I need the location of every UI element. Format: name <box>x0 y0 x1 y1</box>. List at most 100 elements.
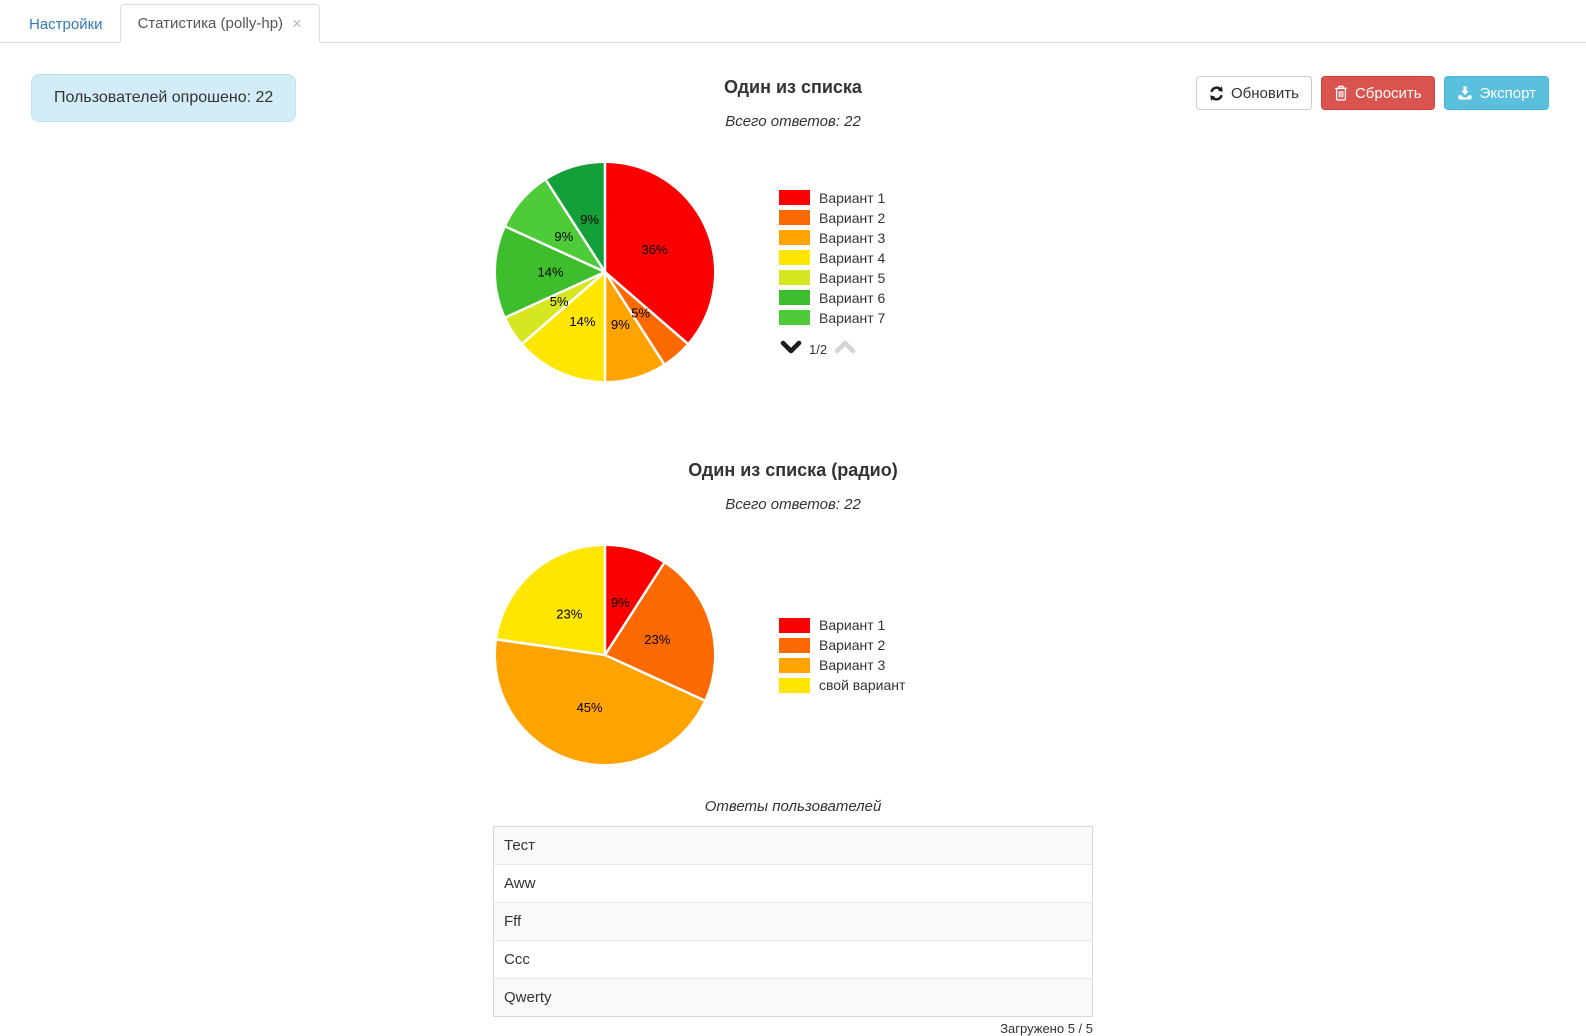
export-button[interactable]: Экспорт <box>1443 76 1549 110</box>
pie-slice-label: 23% <box>644 632 670 647</box>
legend-label: Вариант 3 <box>819 657 886 673</box>
legend-label: Вариант 3 <box>819 229 886 246</box>
legend-item[interactable]: Вариант 2 <box>779 637 905 653</box>
pie-slice[interactable] <box>496 226 605 318</box>
pie-slice-label: 36% <box>642 242 668 257</box>
pie-slice[interactable] <box>546 163 605 272</box>
legend-swatch <box>779 677 810 693</box>
table-row: Qwerty <box>493 978 1093 1017</box>
reset-button[interactable]: Сбросить <box>1320 76 1435 110</box>
close-icon[interactable]: × <box>292 13 302 33</box>
legend-swatch <box>779 657 810 673</box>
pie-slice[interactable] <box>505 180 605 272</box>
answer-cell: Тест <box>493 826 1093 865</box>
tab-settings[interactable]: Настройки <box>29 16 103 33</box>
slice-separator <box>604 271 689 345</box>
chart2-subtitle: Всего ответов: 22 <box>725 496 861 513</box>
pie-slice-label: 14% <box>569 314 595 329</box>
legend-label: Вариант 5 <box>819 269 886 286</box>
trash-icon <box>1334 85 1348 101</box>
slice-separator <box>604 653 705 702</box>
legend-item[interactable]: Вариант 4 <box>779 250 885 266</box>
legend-swatch <box>779 250 810 265</box>
chart2-row: 9% 23% 45% 23% Вариант 1 Вариант 2 Вариант 3 с… <box>493 545 1093 765</box>
legend-item[interactable]: Вариант 3 <box>779 657 905 673</box>
legend-item[interactable]: Вариант 6 <box>779 290 885 306</box>
slice-separator <box>521 271 606 345</box>
pie-slice[interactable] <box>605 163 715 344</box>
chart1-title: Один из списка <box>724 77 862 97</box>
chart2-legend: Вариант 1 Вариант 2 Вариант 3 свой вариант <box>779 613 905 697</box>
tab-statistics-label: Статистика (polly-hp) <box>137 15 284 32</box>
chevron-down-icon[interactable] <box>780 340 802 359</box>
pie-slice[interactable] <box>605 272 664 381</box>
pie-slice[interactable] <box>605 546 664 655</box>
legend-label: Вариант 4 <box>819 249 886 266</box>
chevron-up-icon[interactable] <box>834 340 856 359</box>
answer-cell: Fff <box>493 902 1093 941</box>
pie-chart-2[interactable]: 9% 23% 45% 23% <box>495 545 715 765</box>
answer-cell: Ccc <box>493 940 1093 979</box>
slice-separator <box>505 270 606 319</box>
legend-label: Вариант 1 <box>819 189 886 206</box>
respondents-badge: Пользователей опрошено: 22 <box>31 74 297 122</box>
chart2-title: Один из списка (радио) <box>688 460 898 480</box>
pie-slice-label: 14% <box>537 265 563 280</box>
slice-separator <box>505 225 606 274</box>
legend-item[interactable]: Вариант 1 <box>779 190 885 206</box>
pie-slice-label: 9% <box>611 317 630 332</box>
chart2-title-block: Один из списка (радио) Всего ответов: 22 <box>0 460 1586 513</box>
legend-label: свой вариант <box>819 677 906 693</box>
slice-separator <box>496 638 606 657</box>
legend-swatch <box>779 637 810 653</box>
answer-cell: Aww <box>493 864 1093 903</box>
table-row: Fff <box>493 902 1093 941</box>
toolbar: Обновить Сбросить <box>1196 76 1549 110</box>
legend-label: Вариант 2 <box>819 209 886 226</box>
pie-slice-label: 5% <box>550 294 569 309</box>
legend-swatch <box>779 290 810 305</box>
pie-chart-1[interactable]: 36%5%9%14%5%14%9%9% <box>495 162 715 382</box>
pie-slice[interactable] <box>497 546 605 655</box>
pie-slice[interactable] <box>605 563 715 701</box>
legend-page-indicator: 1/2 <box>809 341 828 357</box>
pie-slice-label: 23% <box>556 606 582 621</box>
table-row: Тест <box>493 826 1093 865</box>
legend-swatch <box>779 190 810 205</box>
pie-slice-label: 9% <box>580 212 599 227</box>
legend-item[interactable]: Вариант 3 <box>779 230 885 246</box>
answers-caption: Ответы пользователей <box>704 798 882 815</box>
legend-swatch <box>779 617 810 633</box>
tab-bar: Настройки Статистика (polly-hp) × <box>0 0 1586 43</box>
pie-slice[interactable] <box>605 272 688 364</box>
pie-slice-label: 5% <box>631 306 650 321</box>
pie-slice-label: 45% <box>577 700 603 715</box>
chart1-row: 36% 5% 9% 14% 5% 14% 9% 9% Вариант 1 Вариант 2 Ва… <box>493 162 1093 382</box>
table-row: Ccc <box>493 940 1093 979</box>
legend-item[interactable]: Вариант 7 <box>779 310 885 326</box>
legend-item[interactable]: Вариант 1 <box>779 617 905 633</box>
legend-item[interactable]: Вариант 2 <box>779 210 885 226</box>
legend-label: Вариант 7 <box>819 309 886 326</box>
legend-pager: 1/2 <box>779 340 885 359</box>
legend-label: Вариант 1 <box>819 617 886 633</box>
pie-slice[interactable] <box>496 639 705 764</box>
legend-swatch <box>779 270 810 285</box>
legend-swatch <box>779 230 810 245</box>
refresh-button[interactable]: Обновить <box>1196 76 1312 110</box>
pie-slice[interactable] <box>522 272 605 381</box>
chart1-title-block: Один из списка Всего ответов: 22 <box>0 74 1586 130</box>
legend-swatch <box>779 310 810 325</box>
table-row: Aww <box>493 864 1093 903</box>
legend-item[interactable]: Вариант 5 <box>779 270 885 286</box>
export-button-label: Экспорт <box>1479 84 1536 102</box>
legend-label: Вариант 2 <box>819 637 886 653</box>
download-icon <box>1457 85 1473 101</box>
page-header: Пользователей опрошено: 22 Один из списк… <box>0 74 1586 130</box>
legend-swatch <box>779 210 810 225</box>
pie-slice[interactable] <box>505 272 605 344</box>
legend-item[interactable]: свой вариант <box>779 677 905 693</box>
pie-slice-label: 9% <box>611 595 630 610</box>
tab-statistics[interactable]: Статистика (polly-hp) × <box>119 4 320 43</box>
refresh-button-label: Обновить <box>1231 84 1299 102</box>
